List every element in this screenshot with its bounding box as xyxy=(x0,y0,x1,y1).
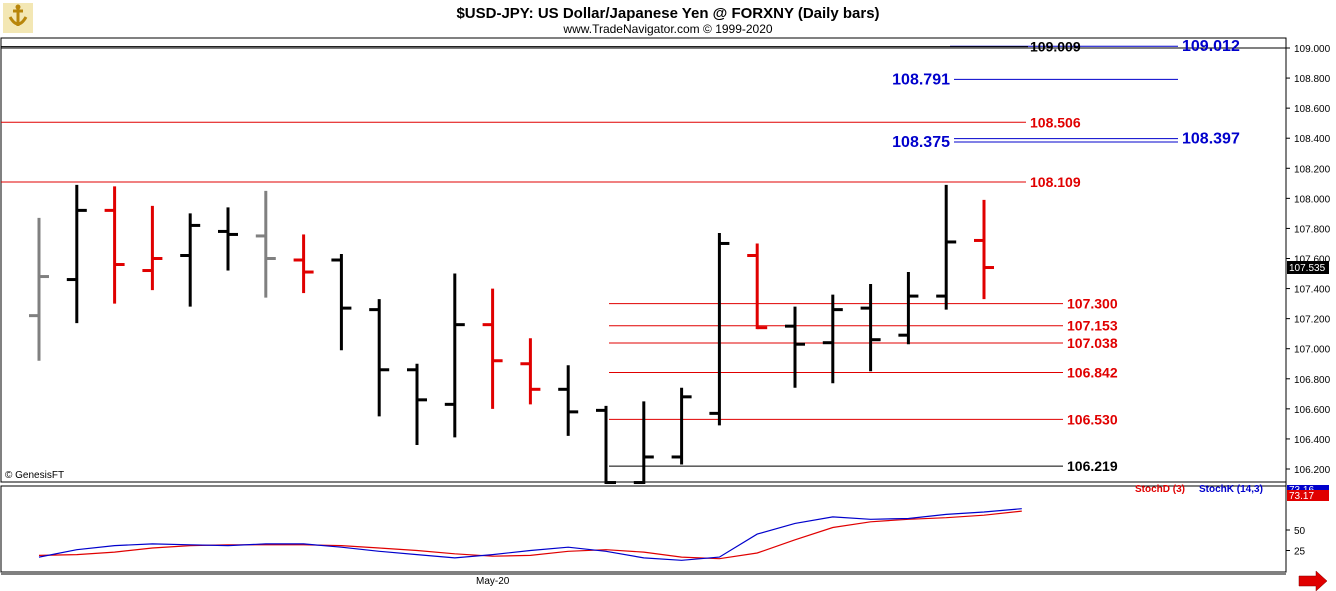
price-bar xyxy=(482,288,503,409)
y-tick-label: 108.000 xyxy=(1294,194,1331,205)
price-bar xyxy=(936,184,957,310)
level-label: 108.375 xyxy=(892,134,950,151)
price-bar xyxy=(558,365,579,436)
price-axis: 109.000 108.800 108.600 108.400 108.200 108.0… xyxy=(1286,44,1331,476)
y-tick-label: 106.200 xyxy=(1294,465,1331,476)
price-bars xyxy=(29,184,994,485)
price-bar xyxy=(66,184,87,324)
price-bar xyxy=(142,205,163,291)
price-bar xyxy=(822,294,843,384)
price-bar xyxy=(671,387,692,465)
last-price-badge xyxy=(1287,261,1329,274)
x-tick-may: May-20 xyxy=(476,576,510,587)
y-tick-label: 107.600 xyxy=(1294,255,1331,266)
price-bar xyxy=(255,190,276,298)
price-bar xyxy=(520,338,541,405)
price-bar xyxy=(369,299,390,417)
y-tick-label: 106.800 xyxy=(1294,375,1331,386)
price-bar xyxy=(331,253,352,351)
stochastic-lines xyxy=(38,508,1022,561)
price-bar xyxy=(218,207,238,271)
level-label: 106.842 xyxy=(1067,364,1118,380)
level-label: 108.109 xyxy=(1030,174,1081,190)
stochk-line xyxy=(38,508,1022,561)
level-label: 106.219 xyxy=(1067,458,1118,474)
y-tick-label: 109.000 xyxy=(1294,44,1331,55)
price-bar xyxy=(860,284,881,372)
price-bar xyxy=(180,213,201,307)
watermark: © GenesisFT xyxy=(5,470,64,481)
stochastic-axis: 50 25 xyxy=(1286,526,1306,558)
y-tick-label: 108.400 xyxy=(1294,134,1331,145)
price-bar xyxy=(747,243,768,330)
y-tick-label: 107.800 xyxy=(1294,224,1331,235)
level-label: 108.791 xyxy=(892,71,950,88)
y-tick-label: 108.800 xyxy=(1294,74,1331,85)
chart-title: $USD-JPY: US Dollar/Japanese Yen @ FORXN… xyxy=(456,5,879,22)
price-bar xyxy=(898,272,919,345)
price-bar xyxy=(596,405,616,485)
y-tick-label: 108.600 xyxy=(1294,104,1331,115)
chart-subtitle: www.TradeNavigator.com © 1999-2020 xyxy=(562,22,772,36)
y-tick-label: 107.400 xyxy=(1294,285,1331,296)
stoch-tick-label: 25 xyxy=(1294,547,1306,558)
last-price-label: 107.535 xyxy=(1289,263,1326,274)
price-bar xyxy=(293,234,314,294)
level-label: 108.397 xyxy=(1182,131,1240,148)
stochd-legend: StochD (3) xyxy=(1135,484,1185,495)
stochd-value: 73.17 xyxy=(1289,491,1314,502)
price-bar xyxy=(444,273,465,438)
y-tick-label: 107.000 xyxy=(1294,345,1331,356)
y-tick-label: 106.400 xyxy=(1294,435,1331,446)
y-tick-label: 108.200 xyxy=(1294,164,1331,175)
y-tick-label: 107.200 xyxy=(1294,315,1331,326)
price-bar xyxy=(785,306,805,388)
price-bar xyxy=(974,199,994,300)
price-bar xyxy=(407,363,427,445)
level-lines: 109.012 109.009 108.791 108.506 108.397 108.3… xyxy=(1,38,1240,474)
scroll-right-arrow-icon[interactable] xyxy=(1298,570,1328,591)
logo-icon xyxy=(3,3,33,33)
level-label: 106.530 xyxy=(1067,411,1118,427)
level-label: 107.300 xyxy=(1067,296,1118,312)
stoch-tick-label: 50 xyxy=(1294,526,1306,537)
price-bar xyxy=(29,217,49,361)
stochk-legend: StochK (14,3) xyxy=(1199,484,1263,495)
stochd-value-badge xyxy=(1287,490,1329,501)
level-label: 109.012 xyxy=(1182,38,1240,55)
stochk-value-badge xyxy=(1287,485,1329,494)
price-bar xyxy=(104,186,125,304)
level-label: 107.153 xyxy=(1067,318,1118,334)
y-tick-label: 106.600 xyxy=(1294,405,1331,416)
stochd-line xyxy=(38,510,1022,560)
price-bar xyxy=(633,401,654,485)
level-label: 108.506 xyxy=(1030,114,1081,130)
stochastic-panel-frame xyxy=(0,485,1287,573)
price-bar xyxy=(709,232,730,426)
level-label: 109.009 xyxy=(1030,39,1081,55)
level-label: 107.038 xyxy=(1067,335,1118,351)
